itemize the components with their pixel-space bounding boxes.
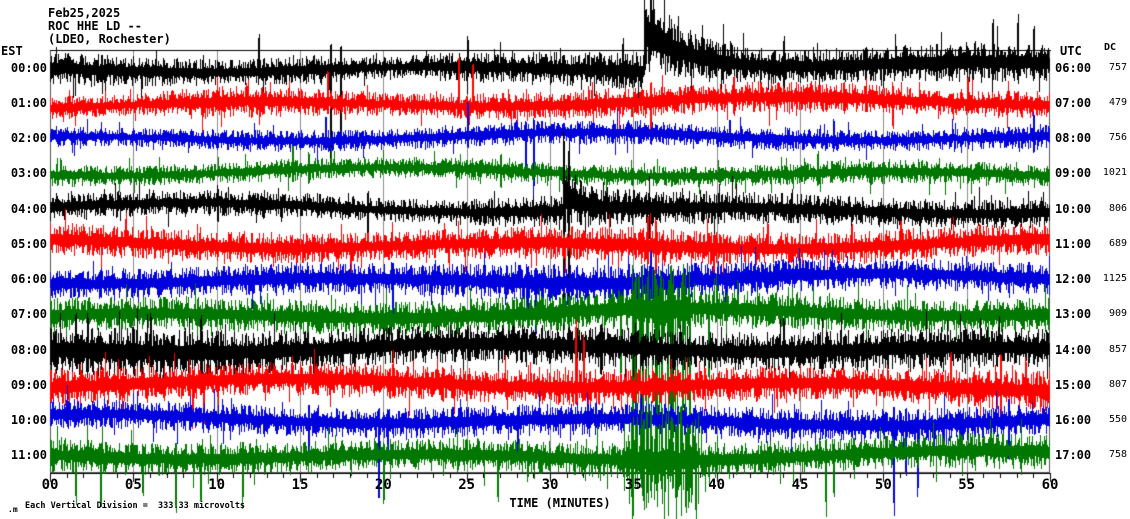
utc-time-label: 13:00 xyxy=(1055,307,1092,322)
utc-axis-header: UTC xyxy=(1060,44,1082,58)
est-time-label: 04:00 xyxy=(10,201,47,216)
dc-value: 1125 xyxy=(1102,273,1127,285)
dc-value: 479 xyxy=(1108,96,1127,108)
x-tick-label: 15 xyxy=(291,477,309,493)
scale-note: Each Vertical Division = 333.33 microvol… xyxy=(25,501,246,511)
utc-time-label: 06:00 xyxy=(1055,60,1092,75)
x-axis-title: TIME (MINUTES) xyxy=(509,496,611,510)
dc-value: 689 xyxy=(1108,237,1127,249)
dc-value: 758 xyxy=(1108,449,1127,461)
est-time-label: 02:00 xyxy=(10,131,47,146)
est-time-label: 07:00 xyxy=(10,307,47,322)
x-tick-label: 45 xyxy=(791,477,809,493)
utc-time-label: 12:00 xyxy=(1055,272,1092,287)
dc-value: 757 xyxy=(1108,61,1127,73)
est-time-label: 10:00 xyxy=(10,413,47,428)
dc-value: 857 xyxy=(1108,343,1127,355)
est-time-label: 08:00 xyxy=(10,342,47,357)
est-time-label: 09:00 xyxy=(10,377,47,392)
x-tick-label: 35 xyxy=(624,477,642,493)
x-tick-label: 50 xyxy=(874,477,892,493)
est-time-label: 00:00 xyxy=(10,60,47,75)
dc-value: 909 xyxy=(1108,308,1127,320)
est-time-label: 05:00 xyxy=(10,236,47,251)
dc-value: 806 xyxy=(1108,202,1127,214)
utc-time-label: 17:00 xyxy=(1055,448,1092,463)
dc-column-header: DC xyxy=(1104,42,1117,53)
x-tick-label: 25 xyxy=(458,477,476,493)
x-tick-label: 00 xyxy=(41,477,59,493)
header-date: Feb25,2025 xyxy=(48,6,121,20)
x-tick-label: 10 xyxy=(208,477,226,493)
est-time-label: 03:00 xyxy=(10,166,47,181)
utc-time-label: 11:00 xyxy=(1055,236,1092,251)
est-time-label: 01:00 xyxy=(10,95,47,110)
header-station: ROC HHE LD -- xyxy=(48,19,142,33)
est-time-label: 11:00 xyxy=(10,448,47,463)
est-axis-header: EST xyxy=(1,44,23,58)
dc-value: 807 xyxy=(1108,378,1127,390)
est-time-label: 06:00 xyxy=(10,272,47,287)
utc-time-label: 15:00 xyxy=(1055,377,1092,392)
x-tick-label: 55 xyxy=(958,477,976,493)
x-tick-label: 20 xyxy=(374,477,392,493)
x-tick-label: 60 xyxy=(1041,477,1059,493)
utc-time-label: 08:00 xyxy=(1055,131,1092,146)
utc-time-label: 10:00 xyxy=(1055,201,1092,216)
watermark-mark: .m xyxy=(8,505,18,514)
x-tick-label: 30 xyxy=(541,477,559,493)
header-location: (LDEO, Rochester) xyxy=(48,32,171,46)
utc-time-label: 14:00 xyxy=(1055,342,1092,357)
utc-time-label: 07:00 xyxy=(1055,95,1092,110)
dc-value: 756 xyxy=(1108,132,1127,144)
utc-time-label: 16:00 xyxy=(1055,413,1092,428)
x-tick-label: 40 xyxy=(708,477,726,493)
utc-time-label: 09:00 xyxy=(1055,166,1092,181)
dc-value: 1021 xyxy=(1102,167,1127,179)
x-tick-label: 05 xyxy=(124,477,142,493)
dc-value: 550 xyxy=(1108,414,1127,426)
